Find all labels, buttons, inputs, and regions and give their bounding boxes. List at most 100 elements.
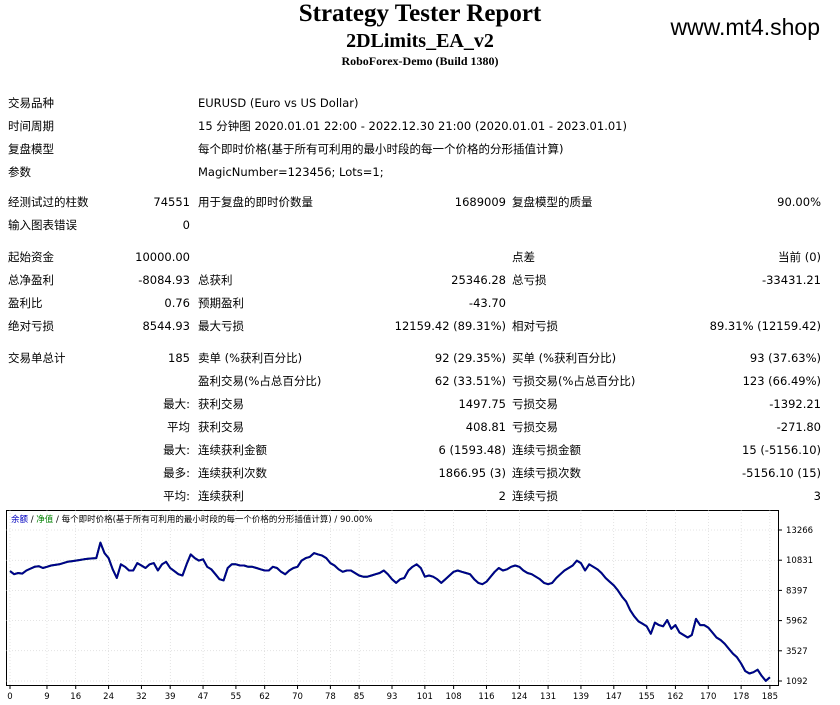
params-value: MagicNumber=123456; Lots=1; <box>198 165 384 179</box>
x-tick-label: 93 <box>387 692 398 702</box>
max-consecutive-wins-label: 连续获利金额 <box>198 443 267 457</box>
x-tick-label: 131 <box>540 692 556 702</box>
gross-loss-value: -33431.21 <box>761 273 821 287</box>
max-consecutive-profit-value: 1866.95 (3) <box>438 466 506 480</box>
bars-value: 74551 <box>153 195 190 209</box>
x-tick-label: 16 <box>70 692 81 702</box>
x-tick-label: 62 <box>259 692 270 702</box>
x-tick-label: 0 <box>7 692 12 702</box>
y-axis-ticks: 13266 10831 8397 5962 3527 1092 <box>778 526 813 687</box>
x-tick-label: 9 <box>44 692 49 702</box>
x-tick-label: 47 <box>198 692 209 702</box>
x-tick-label: 139 <box>573 692 589 702</box>
legend-separator-2: / <box>53 515 61 525</box>
y-tick-label: 13266 <box>786 526 813 536</box>
net-profit-value: -8084.93 <box>138 273 190 287</box>
x-tick-label: 24 <box>103 692 114 702</box>
average-profit-label: 获利交易 <box>198 420 244 434</box>
spread-label: 点差 <box>512 250 535 264</box>
series-lines <box>9 541 771 682</box>
gross-profit-value: 25346.28 <box>451 273 506 287</box>
y-tick-label: 3527 <box>786 647 808 657</box>
bars-label: 经测试过的柱数 <box>8 195 89 209</box>
deposit-label: 起始资金 <box>8 250 54 264</box>
period-value: 15 分钟图 2020.01.01 22:00 - 2022.12.30 21:… <box>198 119 627 133</box>
plot-frame <box>6 510 779 686</box>
watermark-url: www.mt4.shop <box>670 14 820 40</box>
balance-line <box>9 541 771 682</box>
average-consecutive-wins-value: 2 <box>498 489 506 503</box>
long-positions-value: 93 (37.63%) <box>749 351 821 365</box>
x-tick-label: 185 <box>762 692 778 702</box>
loss-trades-value: 123 (66.49%) <box>742 374 821 388</box>
ticks-value: 1689009 <box>454 195 506 209</box>
max-consecutive-profit-label: 连续获利次数 <box>198 466 267 480</box>
max-consecutive-wins-value: 6 (1593.48) <box>438 443 506 457</box>
grid-lines <box>6 510 778 685</box>
x-tick-label: 116 <box>478 692 494 702</box>
quality-label: 复盘模型的质量 <box>512 195 593 209</box>
x-tick-label: 32 <box>136 692 147 702</box>
x-tick-label: 85 <box>354 692 365 702</box>
gross-profit-label: 总获利 <box>198 273 233 287</box>
ticks-label: 用于复盘的即时价数量 <box>198 195 313 209</box>
absolute-drawdown-label: 绝对亏损 <box>8 319 54 333</box>
x-tick-label: 39 <box>165 692 176 702</box>
x-tick-label: 108 <box>445 692 461 702</box>
largest-profit-value: 1497.75 <box>458 397 506 411</box>
long-positions-label: 买单 (%获利百分比) <box>512 351 617 365</box>
loss-trades-label: 亏损交易(%占总百分比) <box>512 374 636 388</box>
most-prefix: 最多: <box>163 466 190 480</box>
balance-chart: 13266 10831 8397 5962 3527 1092 0 9 16 24 32 39 47 5… <box>6 510 832 705</box>
x-tick-label: 170 <box>700 692 716 702</box>
x-tick-label: 178 <box>733 692 749 702</box>
x-tick-label: 101 <box>417 692 433 702</box>
y-tick-label: 5962 <box>786 617 808 627</box>
x-tick-label: 70 <box>292 692 303 702</box>
server-build: RoboForex-Demo (Build 1380) <box>341 54 499 68</box>
report-title: Strategy Tester Report <box>298 0 542 27</box>
max-consecutive-losses-label: 连续亏损金额 <box>512 443 581 457</box>
relative-drawdown-label: 相对亏损 <box>512 319 558 333</box>
legend-equity: 净值 <box>36 514 54 525</box>
max-consecutive-losses-value: 15 (-5156.10) <box>742 443 821 457</box>
maximal-drawdown-value: 12159.42 (89.31%) <box>394 319 506 333</box>
largest-loss-label: 亏损交易 <box>512 397 558 411</box>
spread-value: 当前 (0) <box>778 250 821 264</box>
x-tick-label: 124 <box>511 692 527 702</box>
balance-chart-svg: 13266 10831 8397 5962 3527 1092 0 9 16 24 32 39 47 5… <box>6 510 813 702</box>
x-tick-label: 162 <box>667 692 683 702</box>
max-consecutive-loss-label: 连续亏损次数 <box>512 466 581 480</box>
profit-trades-value: 62 (33.51%) <box>434 374 506 388</box>
maximal-drawdown-label: 最大亏损 <box>198 319 244 333</box>
x-tick-label: 147 <box>606 692 622 702</box>
quality-value: 90.00% <box>777 195 821 209</box>
period-label: 时间周期 <box>8 119 54 133</box>
x-tick-label: 78 <box>325 692 336 702</box>
short-positions-label: 卖单 (%获利百分比) <box>198 351 303 365</box>
errors-value: 0 <box>182 218 190 232</box>
legend-balance: 余额 <box>11 514 29 525</box>
model-value: 每个即时价格(基于所有可利用的最小时段的每一个价格的分形插值计算) <box>198 142 564 156</box>
symbol-value: EURUSD (Euro vs US Dollar) <box>198 96 359 110</box>
model-label: 复盘模型 <box>8 142 54 156</box>
max-consecutive-loss-value: -5156.10 (15) <box>742 466 821 480</box>
y-tick-label: 8397 <box>786 586 808 596</box>
expert-name: 2DLimits_EA_v2 <box>346 30 494 52</box>
errors-label: 输入图表错误 <box>8 218 77 232</box>
largest-profit-label: 获利交易 <box>198 397 244 411</box>
profit-trades-label: 盈利交易(%占总百分比) <box>198 374 322 388</box>
average-loss-value: -271.80 <box>776 420 821 434</box>
x-axis-ticks: 0 9 16 24 32 39 47 55 62 70 78 85 93 101 108 116 124 131 1… <box>7 685 778 702</box>
profit-factor-label: 盈利比 <box>8 296 43 310</box>
profit-factor-value: 0.76 <box>164 296 190 310</box>
net-profit-label: 总净盈利 <box>8 273 54 287</box>
average-profit-value: 408.81 <box>465 420 506 434</box>
largest-loss-value: -1392.21 <box>769 397 821 411</box>
x-tick-label: 155 <box>639 692 655 702</box>
average-consecutive-losses-label: 连续亏损 <box>512 489 558 503</box>
legend-separator-1: / <box>28 515 36 525</box>
symbol-label: 交易品种 <box>8 96 54 110</box>
legend-model: 每个即时价格(基于所有可利用的最小时段的每一个价格的分形插值计算) / 90.0… <box>62 514 373 525</box>
y-tick-label: 10831 <box>786 556 813 566</box>
